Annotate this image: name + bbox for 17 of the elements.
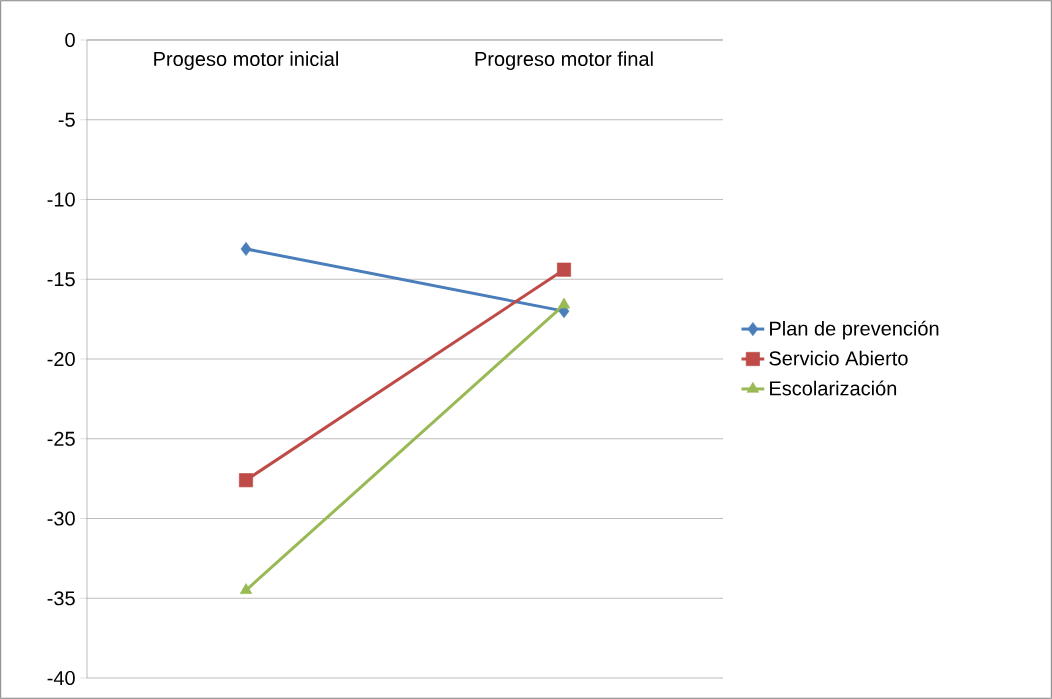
point [239,473,254,488]
legend-label: Escolarización [770,380,897,396]
y-tick-label: -35 [47,591,75,606]
legend-label: Servicio Abierto [769,350,908,366]
y-tick-label: -30 [47,511,75,526]
x-tick-label: Progeso motor inicial [154,51,338,70]
x-tick-label: Progreso motor final [475,51,653,70]
y-tick-label: 0 [65,32,75,48]
y-tick-label: -25 [47,431,75,446]
y-tick-label: -10 [47,192,75,207]
legend-label: Plan de prevención [770,320,939,340]
point [240,241,252,256]
y-tick-label: -15 [47,272,75,287]
y-tick-label: -20 [47,351,75,367]
point [557,262,572,277]
y-tick-label: -5 [58,112,75,127]
y-tick-label: -40 [47,670,75,686]
